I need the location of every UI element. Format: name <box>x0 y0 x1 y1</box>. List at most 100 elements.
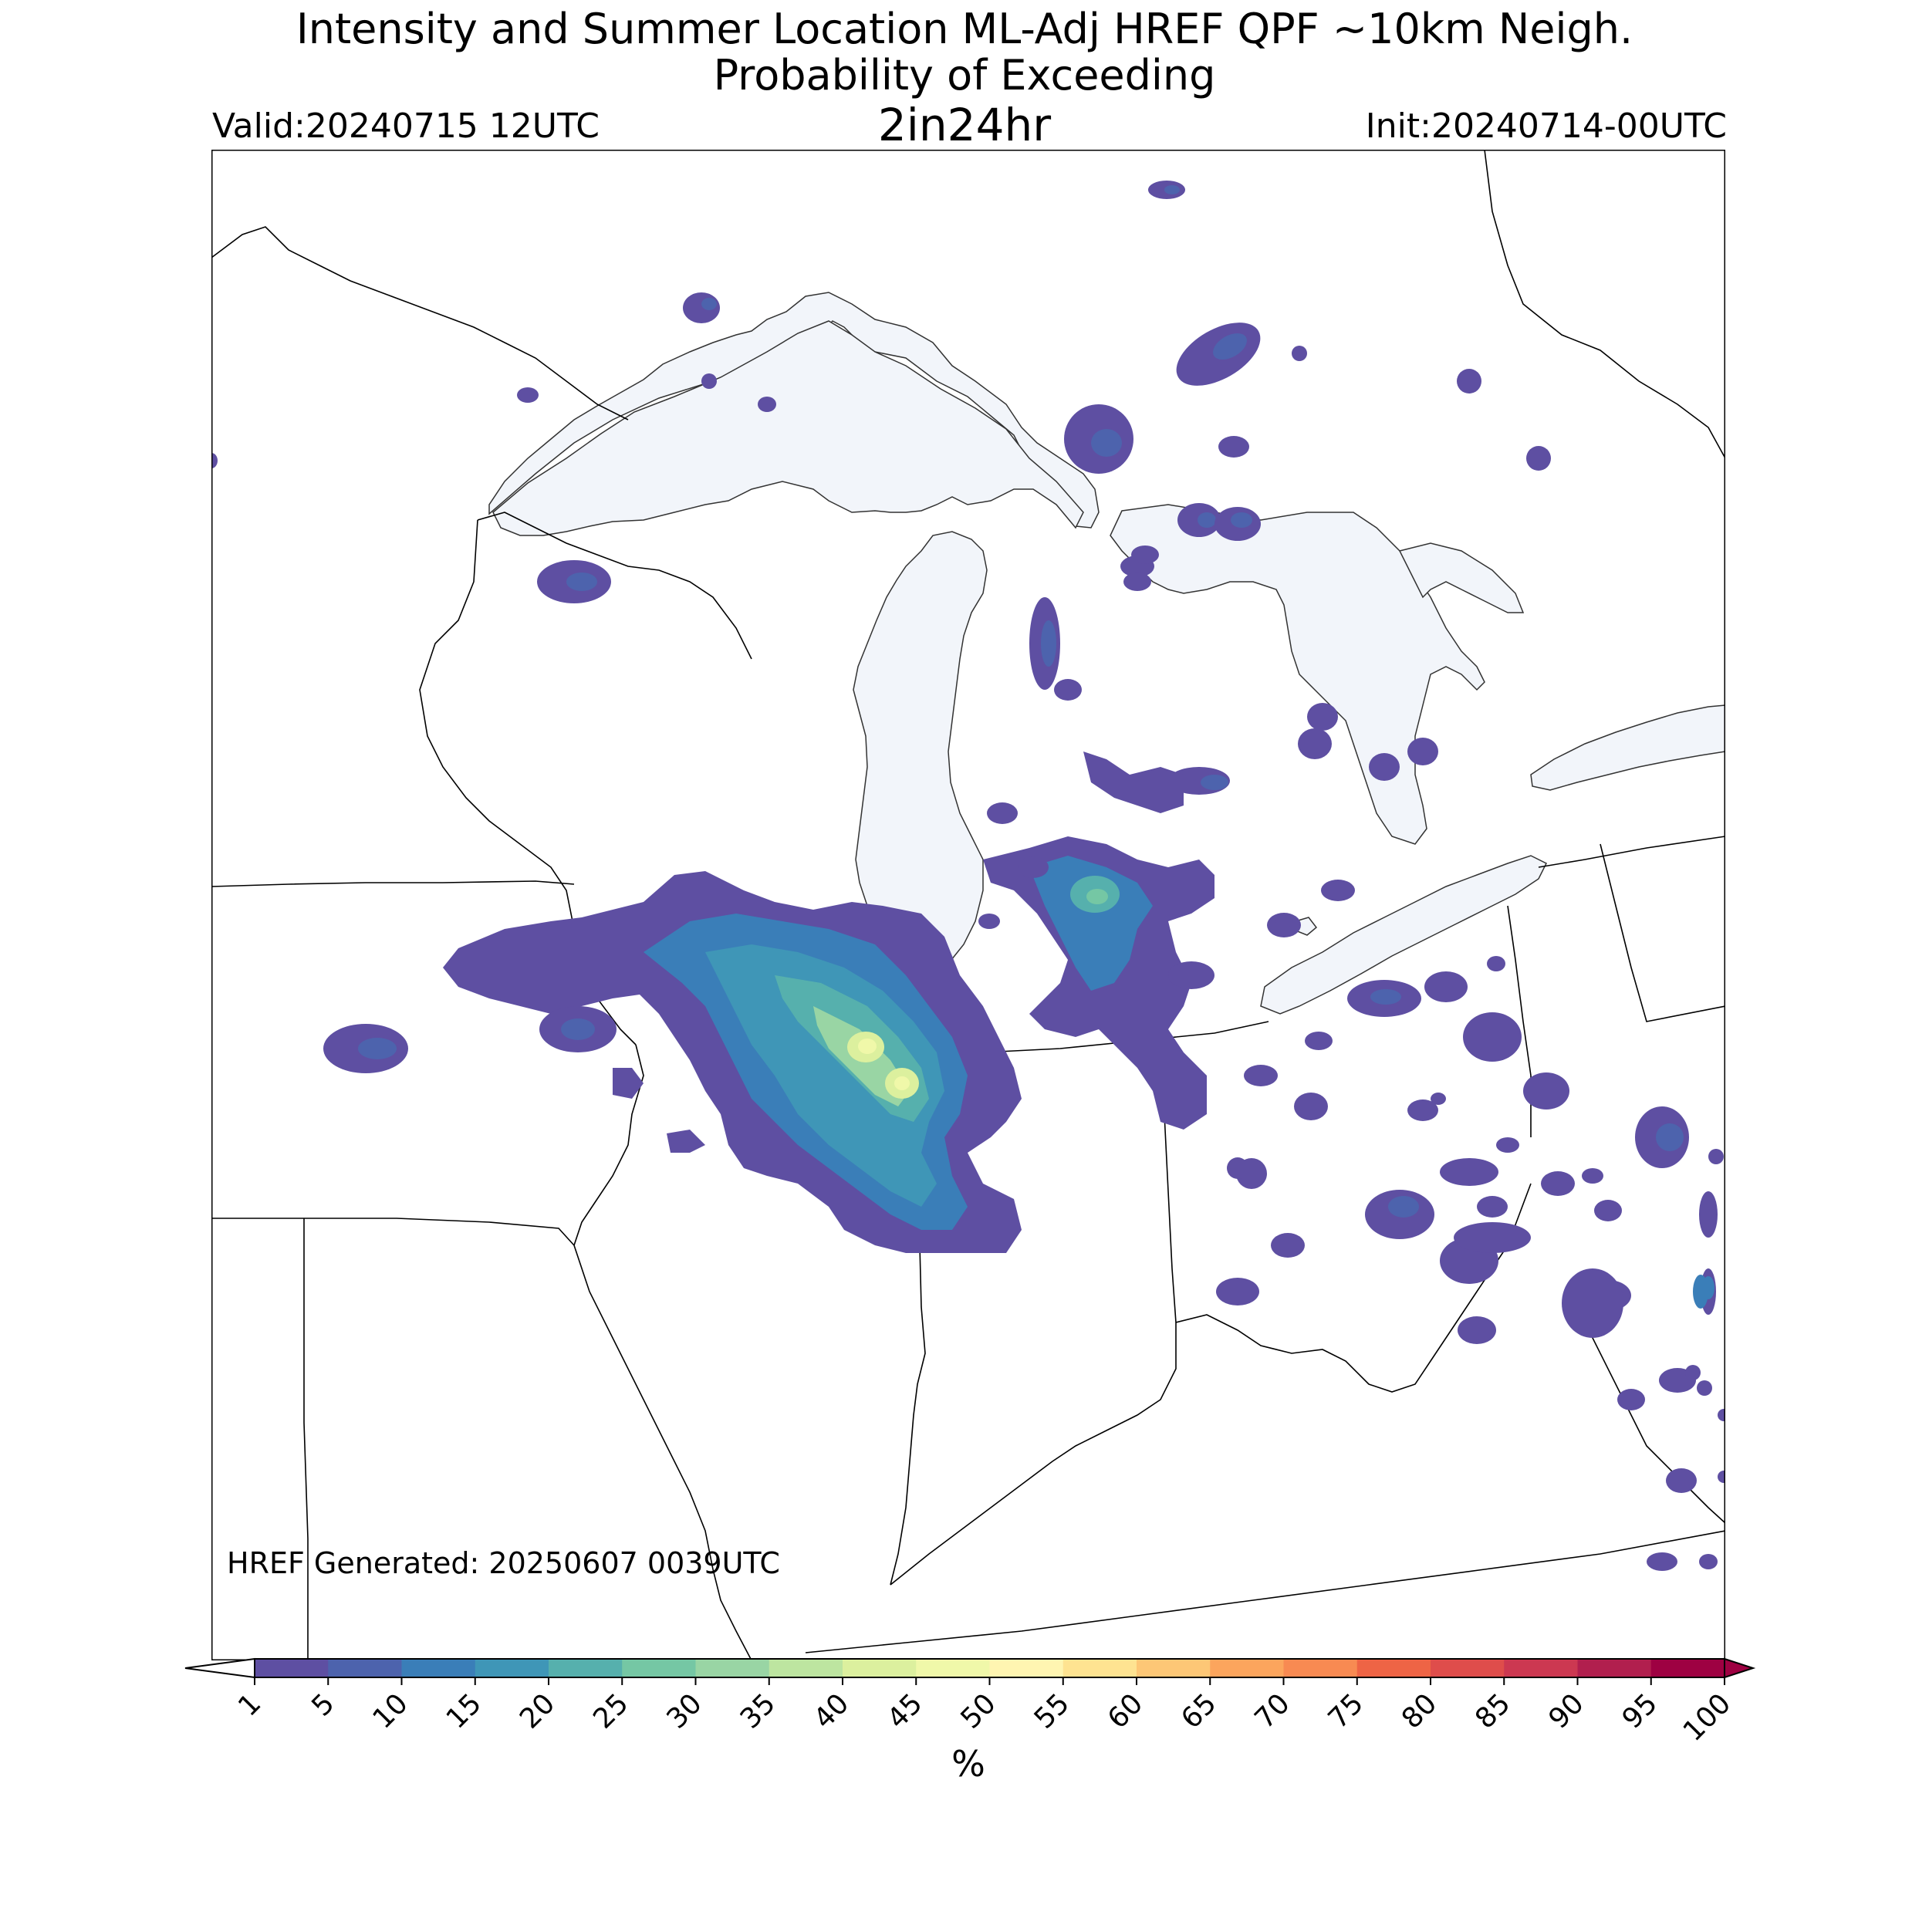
colorbar-tick-label: 85 <box>1469 1687 1516 1734</box>
prob-small-cell <box>1523 1072 1569 1110</box>
chart-title-line2: Probability of Exceeding <box>713 51 1216 100</box>
prob-small-cell <box>358 1038 397 1059</box>
colorbar-cell <box>1062 1659 1137 1677</box>
lake-superior-main <box>492 320 1084 536</box>
colorbar-tick-label: 100 <box>1677 1687 1738 1748</box>
colorbar-tick-label: 1 <box>232 1687 267 1722</box>
border-wv-va <box>1584 1322 1725 1524</box>
prob-small-cell <box>1699 1554 1718 1569</box>
border-pa-ny <box>1538 836 1725 868</box>
prob-small-cell <box>1718 1409 1725 1421</box>
colorbar-cell <box>1650 1659 1725 1677</box>
prob-small-cell <box>1123 573 1151 591</box>
colorbar-cell <box>1210 1659 1284 1677</box>
prob-small-cell <box>1693 1275 1708 1309</box>
prob-small-cell <box>1458 1316 1496 1344</box>
prob-small-cell <box>1131 545 1159 564</box>
colorbar-cell <box>1137 1659 1211 1677</box>
prob-small-cell <box>1054 679 1082 701</box>
georgian-bay <box>1398 542 1525 613</box>
prob-small-cell <box>1018 856 1049 878</box>
border-missouri-west <box>303 1218 309 1660</box>
colorbar-cell <box>695 1659 770 1677</box>
prob-small-cell <box>1213 333 1247 360</box>
probability-field <box>211 181 1725 1571</box>
prob-small-cell <box>1275 915 1293 927</box>
prob-small-cell <box>1168 961 1214 989</box>
colorbar-cell <box>1283 1659 1358 1677</box>
prob-small-cell <box>1440 1158 1498 1186</box>
prob-small-cell <box>1216 1278 1259 1305</box>
colorbar-cell <box>916 1659 990 1677</box>
colorbar-tick-label: 10 <box>367 1687 414 1734</box>
prob-area-illinois-15 <box>705 944 944 1207</box>
prob-small-cell <box>561 1018 595 1040</box>
colorbar-cell <box>328 1659 402 1677</box>
colorbar-tick-label: 90 <box>1542 1687 1589 1734</box>
prob-small-cell <box>701 373 717 389</box>
prob-small-cell <box>1091 429 1122 457</box>
init-time-label: Init:20240714-00UTC <box>1365 106 1727 146</box>
colorbar-over-arrow <box>1724 1657 1756 1679</box>
prob-small-cell <box>1594 1200 1622 1221</box>
chart-title-line1: Intensity and Summer Location ML-Adj HRE… <box>296 5 1633 53</box>
border-iowa-missouri <box>211 1218 575 1246</box>
colorbar: 1 5 10 15 20 25 30 35 40 45 50 55 60 65 70 75 80 85 90 95 10… <box>0 1651 1929 1929</box>
lake-ontario <box>1530 704 1725 791</box>
prob-small-cell <box>1231 512 1252 528</box>
colorbar-cell <box>1431 1659 1505 1677</box>
prob-small-cell <box>566 573 597 591</box>
colorbar-tick-label: 65 <box>1175 1687 1222 1734</box>
prob-small-cell <box>1685 1365 1701 1380</box>
map-panel: HREF Generated: 20250607 0039UTC <box>211 150 1725 1660</box>
prob-small-cell <box>1424 971 1468 1002</box>
prob-small-cell <box>1708 1149 1724 1164</box>
prob-small-cell <box>1562 1268 1623 1338</box>
border-kentucky-indiana <box>890 1322 1177 1586</box>
chart-title-threshold: 2in24hr <box>877 99 1052 151</box>
prob-small-cell <box>1718 1471 1725 1483</box>
prob-small-cell <box>701 298 717 310</box>
prob-small-cell <box>1041 620 1056 667</box>
prob-small-cell <box>1477 1196 1508 1218</box>
prob-small-cell <box>1305 1032 1333 1050</box>
prob-small-cell <box>987 802 1018 824</box>
colorbar-tick-label: 15 <box>441 1687 488 1734</box>
colorbar-svg: 1 5 10 15 20 25 30 35 40 45 50 55 60 65 70 75 80 85 90 95 10… <box>184 1657 1756 1785</box>
colorbar-cell <box>255 1659 329 1677</box>
colorbar-cell <box>769 1659 843 1677</box>
prob-area-illinois-west <box>667 1130 705 1153</box>
colorbar-cell <box>622 1659 696 1677</box>
prob-small-cell <box>1201 775 1228 790</box>
prob-small-cell <box>1526 446 1551 471</box>
prob-small-cell <box>1647 1552 1677 1571</box>
prob-small-cell <box>1407 1099 1438 1121</box>
border-ontario-quebec <box>1600 843 1725 1022</box>
prob-max-2 <box>894 1076 910 1090</box>
lake-erie <box>1260 855 1548 1015</box>
colorbar-cell <box>843 1659 917 1677</box>
border-kentucky-tennessee <box>805 1530 1725 1653</box>
colorbar-tick-label: 75 <box>1323 1687 1370 1734</box>
colorbar-cell <box>401 1659 476 1677</box>
colorbar-tick-label: 55 <box>1029 1687 1076 1734</box>
colorbar-tick-label: 80 <box>1396 1687 1443 1734</box>
colorbar-tick-label: 50 <box>954 1687 1002 1734</box>
prob-small-cell <box>1617 1389 1645 1410</box>
colorbar-cell <box>1577 1659 1652 1677</box>
colorbar-cell <box>989 1659 1064 1677</box>
colorbar-tick-label: 20 <box>514 1687 561 1734</box>
colorbar-label: % <box>951 1743 985 1785</box>
prob-small-cell <box>1271 1233 1305 1258</box>
prob-small-cell <box>1699 1191 1718 1238</box>
prob-small-cell <box>758 397 776 412</box>
colorbar-tick-label: 40 <box>808 1687 855 1734</box>
prob-small-cell <box>1656 1123 1684 1151</box>
border-michigan-ohio <box>1160 1021 1269 1039</box>
prob-small-cell <box>1457 369 1481 393</box>
colorbar-cell <box>475 1659 549 1677</box>
colorbar-cell <box>549 1659 623 1677</box>
prob-small-cell <box>1321 880 1355 901</box>
prob-small-cell <box>1218 436 1249 458</box>
prob-area-michigan-25 <box>1086 889 1108 904</box>
